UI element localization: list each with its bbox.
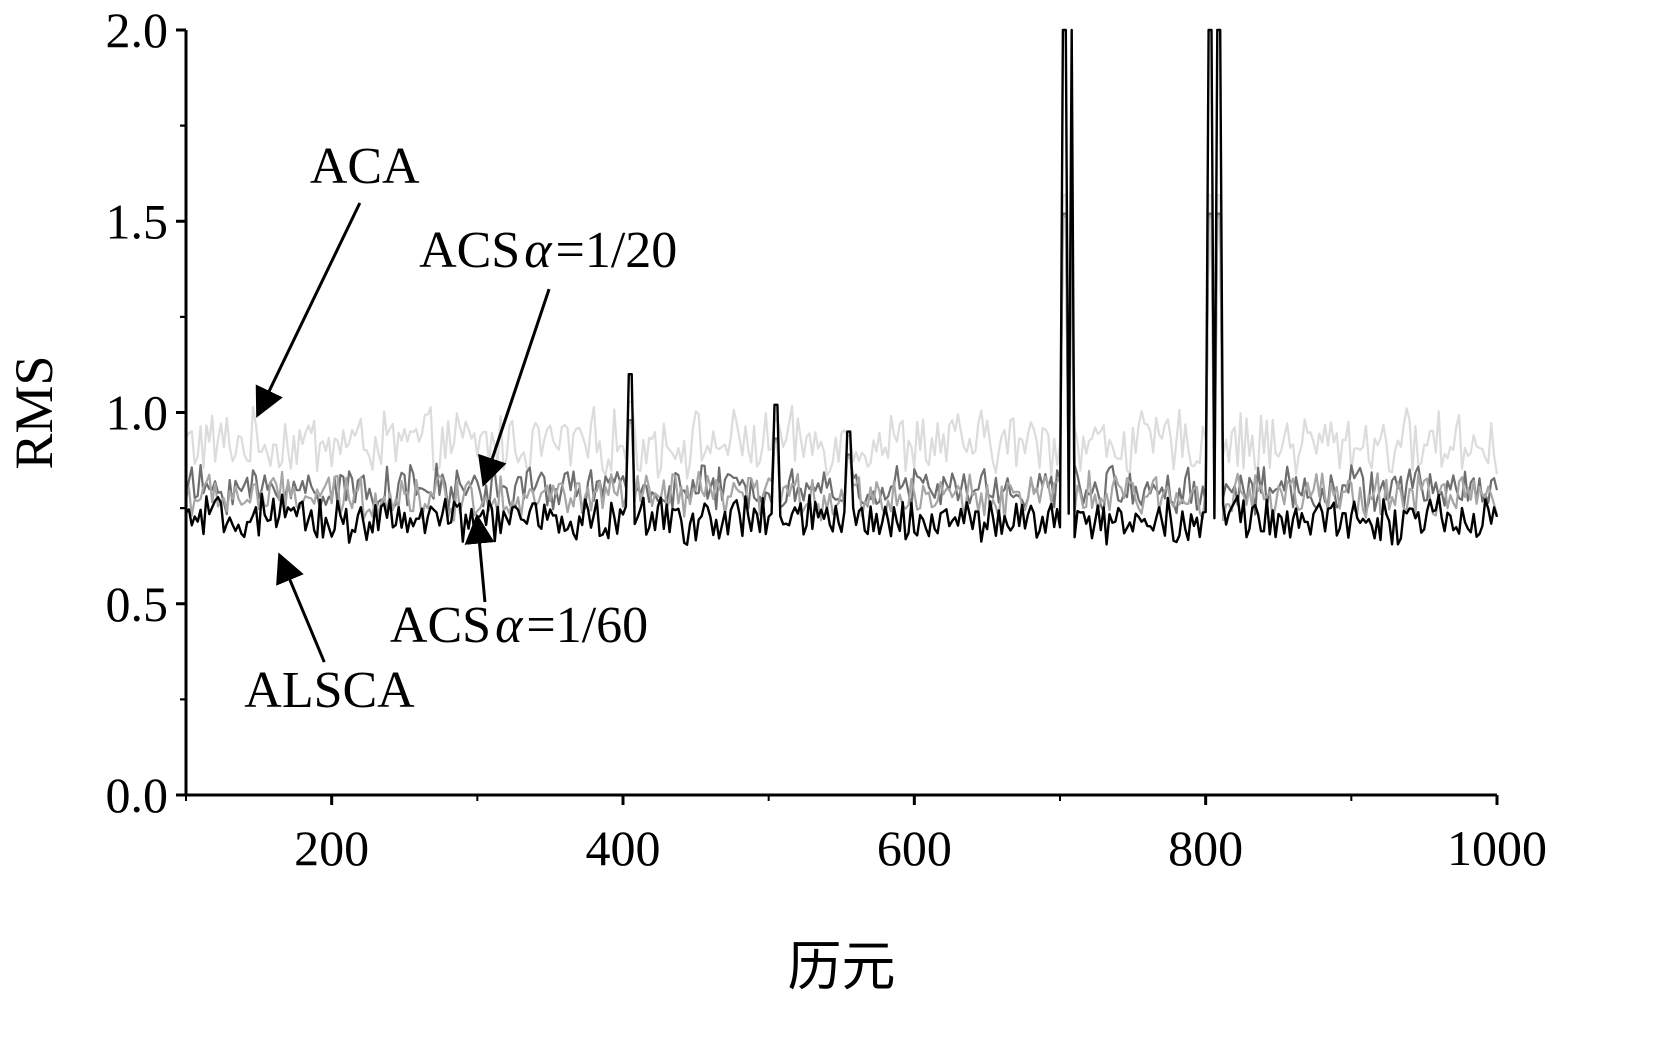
y-axis-title: RMS — [4, 355, 64, 469]
x-tick-label: 200 — [294, 820, 369, 876]
annotation-label-ann_alsca: ALSCA — [244, 662, 415, 719]
series-line-aca — [185, 194, 1499, 480]
annotation-label-ann_acs20: ACSα=1/20 — [419, 222, 677, 279]
annotation-suffix: =1/60 — [526, 597, 648, 654]
annotation-arrow-ann_aca — [255, 202, 362, 418]
annotation-suffix: =1/20 — [556, 222, 678, 279]
annotation-prefix: ACS — [390, 597, 491, 654]
axes: 0.0 0.5 1.0 1.5 2.0 200 400 600 800 1000 — [106, 2, 1548, 876]
annotation-alpha: α — [524, 222, 553, 279]
annotation-label-ann_aca: ACA — [310, 138, 420, 195]
x-tick-label: 800 — [1168, 820, 1243, 876]
annotation-arrow-ann_acs60 — [464, 513, 495, 603]
series-layer — [184, 28, 1499, 546]
y-tick-label: 0.5 — [106, 576, 169, 632]
series-line-acs60 — [184, 215, 1499, 524]
y-tick-label: 0.0 — [106, 767, 169, 823]
annotation-label-ann_acs60: ACSα=1/60 — [390, 597, 648, 654]
series-line-acs20 — [184, 212, 1499, 516]
series-line-alsca — [185, 28, 1499, 546]
x-axis-title: 历元 — [788, 937, 896, 997]
x-tick-label: 1000 — [1447, 820, 1547, 876]
annotation-arrow-ann_alsca — [276, 552, 326, 663]
y-tick-label: 1.0 — [106, 385, 169, 441]
y-tick-label: 1.5 — [106, 193, 169, 249]
x-tick-label: 600 — [877, 820, 952, 876]
annotation-alpha: α — [495, 597, 524, 654]
y-tick-label: 2.0 — [106, 2, 169, 58]
annotation-arrow-ann_acs20 — [478, 288, 551, 488]
annotation-prefix: ACS — [419, 222, 520, 279]
x-tick-label: 400 — [586, 820, 661, 876]
